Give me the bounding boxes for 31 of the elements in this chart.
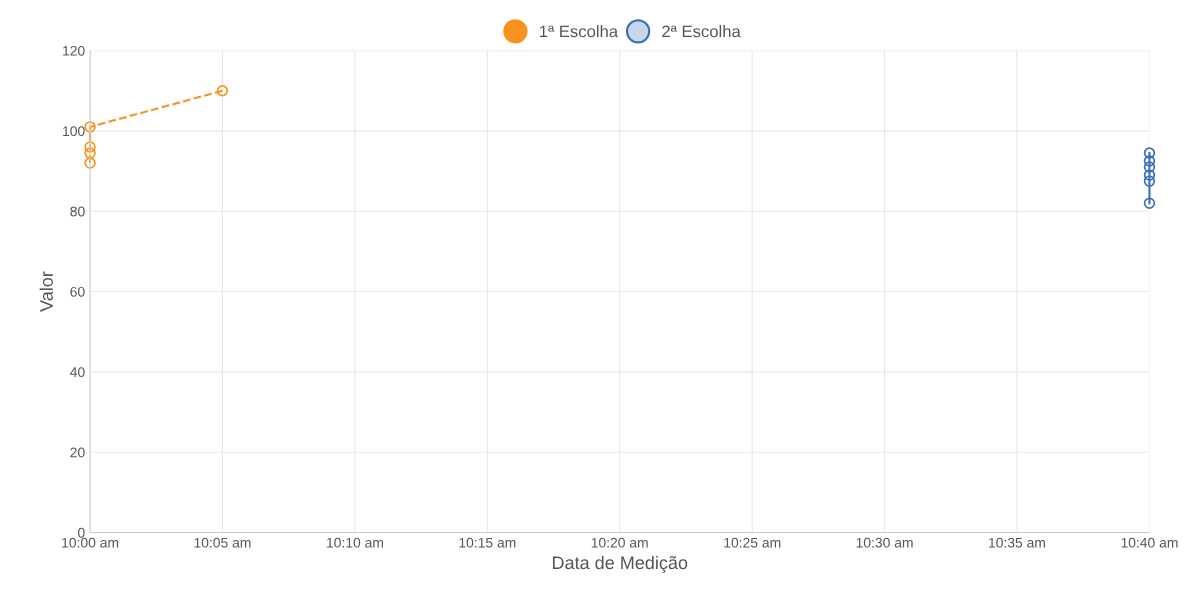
legend-label: 1ª Escolha — [540, 25, 619, 38]
point — [1143, 169, 1156, 181]
point — [84, 141, 96, 153]
x-tick-label: 10:30 am — [856, 537, 913, 548]
point — [1143, 175, 1156, 187]
x-tick-label: 10:20 am — [591, 537, 648, 548]
point — [84, 147, 96, 159]
point — [1143, 161, 1156, 173]
legend-label: 2ª Escolha — [662, 25, 741, 38]
x-tick-label: 10:00 am — [62, 537, 119, 548]
point — [1143, 197, 1156, 209]
y-tick-label: 120 — [63, 45, 85, 56]
y-tick-label: 100 — [63, 126, 85, 137]
y-tick-label: 80 — [70, 206, 85, 217]
y-tick-label: 20 — [70, 447, 85, 458]
x-tick-label: 10:25 am — [724, 537, 781, 548]
point — [1143, 155, 1156, 167]
x-tick-label: 10:05 am — [194, 537, 251, 548]
y-axis-title: Valor — [39, 271, 53, 312]
point — [84, 121, 96, 133]
y-tick-label: 40 — [70, 367, 85, 378]
x-tick-label: 10:15 am — [459, 537, 516, 548]
point — [216, 85, 229, 97]
point — [1143, 147, 1156, 159]
point — [84, 157, 96, 169]
y-tick-label: 60 — [70, 286, 85, 297]
y-tick-label: 0 — [78, 527, 85, 538]
x-tick-label: 10:35 am — [989, 537, 1045, 548]
x-axis-title: Data de Medição — [552, 555, 688, 573]
x-tick-label: 10:40 am — [1121, 537, 1178, 548]
x-tick-label: 10:10 am — [327, 537, 383, 548]
